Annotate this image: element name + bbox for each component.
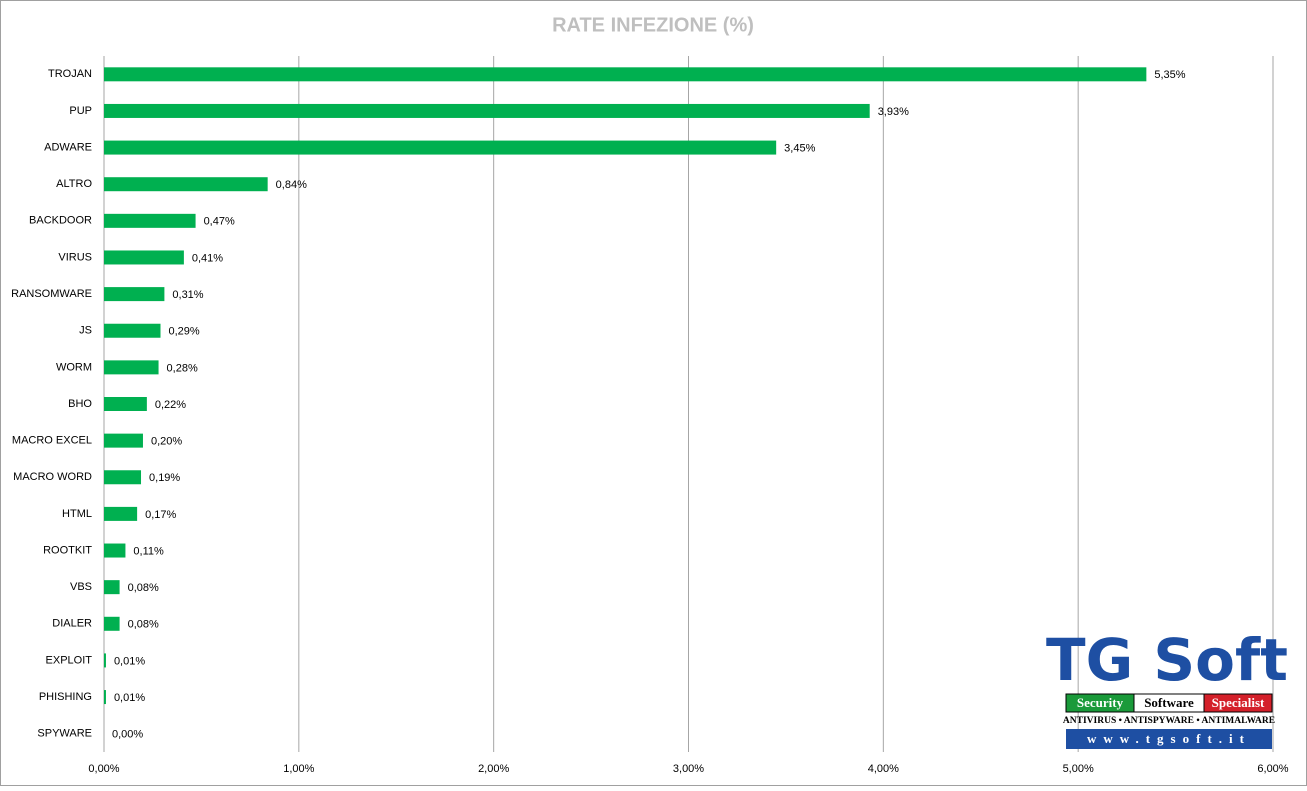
data-label: 0,29% bbox=[169, 326, 200, 338]
y-tick-label: VBS bbox=[70, 581, 92, 593]
x-tick-label: 1,00% bbox=[283, 763, 314, 775]
logo-box bbox=[1203, 693, 1273, 713]
logo-tag: Specialist bbox=[1212, 695, 1265, 710]
x-tick-label: 3,00% bbox=[673, 763, 704, 775]
bar bbox=[104, 653, 106, 668]
y-tick-label: ROOTKIT bbox=[43, 544, 92, 556]
bar bbox=[104, 177, 268, 192]
x-tick-label: 6,00% bbox=[1257, 763, 1288, 775]
logo-tag: Security bbox=[1077, 695, 1124, 710]
bar bbox=[104, 250, 184, 265]
logo: TG Soft Security Software Specialist ANT… bbox=[1046, 626, 1288, 749]
data-label: 0,00% bbox=[112, 729, 143, 741]
data-label: 0,84% bbox=[276, 179, 307, 191]
bar bbox=[104, 690, 106, 705]
data-label: 0,08% bbox=[128, 619, 159, 631]
bar bbox=[104, 360, 159, 375]
bar bbox=[104, 543, 126, 558]
data-label: 0,47% bbox=[204, 216, 235, 228]
logo-url-bar bbox=[1066, 729, 1272, 749]
y-tick-label: RANSOMWARE bbox=[11, 288, 92, 300]
y-tick-label: TROJAN bbox=[48, 68, 92, 80]
data-label: 0,22% bbox=[155, 399, 186, 411]
data-label: 0,01% bbox=[114, 692, 145, 704]
y-tick-label: WORM bbox=[56, 361, 92, 373]
y-tick-label: VIRUS bbox=[58, 251, 92, 263]
y-tick-label: ADWARE bbox=[44, 141, 92, 153]
bar bbox=[104, 580, 120, 595]
y-tick-label: BACKDOOR bbox=[29, 215, 92, 227]
y-tick-label: JS bbox=[79, 325, 92, 337]
y-tick-label: DIALER bbox=[52, 618, 92, 630]
y-tick-label: BHO bbox=[68, 398, 92, 410]
y-tick-label: PUP bbox=[69, 105, 92, 117]
data-label: 0,17% bbox=[145, 509, 176, 521]
y-tick-label: ALTRO bbox=[56, 178, 92, 190]
data-label: 0,11% bbox=[133, 545, 164, 557]
logo-line: ANTIVIRUS • ANTISPYWARE • ANTIMALWARE bbox=[1063, 716, 1275, 726]
bar bbox=[104, 506, 138, 521]
y-tick-label: MACRO EXCEL bbox=[12, 435, 92, 447]
y-tick-label: EXPLOIT bbox=[46, 654, 93, 666]
bar bbox=[104, 397, 147, 411]
bar bbox=[104, 470, 142, 485]
x-tick-label: 2,00% bbox=[478, 763, 509, 775]
plot-area: 0,00% 1,00% 2,00% 3,00% 4,00% 5,00% 6,00% TROJA… bbox=[11, 56, 1289, 775]
bar bbox=[104, 287, 165, 302]
data-label: 0,28% bbox=[167, 362, 198, 374]
logo-tag: Software bbox=[1144, 695, 1194, 710]
bar bbox=[104, 433, 143, 448]
data-label: 3,93% bbox=[878, 106, 909, 118]
data-label: 5,35% bbox=[1154, 69, 1185, 81]
bar bbox=[104, 140, 777, 155]
data-label: 0,01% bbox=[114, 655, 145, 667]
bar bbox=[104, 213, 196, 228]
data-label: 0,08% bbox=[128, 582, 159, 594]
x-tick-label: 4,00% bbox=[868, 763, 899, 775]
data-label: 0,20% bbox=[151, 436, 182, 448]
x-tick-label: 5,00% bbox=[1063, 763, 1094, 775]
bar bbox=[104, 103, 870, 118]
y-tick-label: PHISHING bbox=[39, 691, 92, 703]
bar bbox=[104, 67, 1147, 82]
data-label: 3,45% bbox=[784, 142, 815, 154]
chart-title: RATE INFEZIONE (%) bbox=[552, 14, 754, 36]
data-label: 0,31% bbox=[172, 289, 203, 301]
bar bbox=[104, 323, 161, 338]
y-tick-label: SPYWARE bbox=[37, 728, 92, 740]
logo-name: TG Soft bbox=[1046, 626, 1288, 694]
data-label: 0,41% bbox=[192, 252, 223, 264]
logo-url: www.tgsoft.it bbox=[1087, 731, 1251, 746]
y-tick-label: HTML bbox=[62, 508, 92, 520]
y-tick-label: MACRO WORD bbox=[13, 471, 92, 483]
x-tick-label: 0,00% bbox=[88, 763, 119, 775]
bar bbox=[104, 616, 120, 631]
data-label: 0,19% bbox=[149, 472, 180, 484]
